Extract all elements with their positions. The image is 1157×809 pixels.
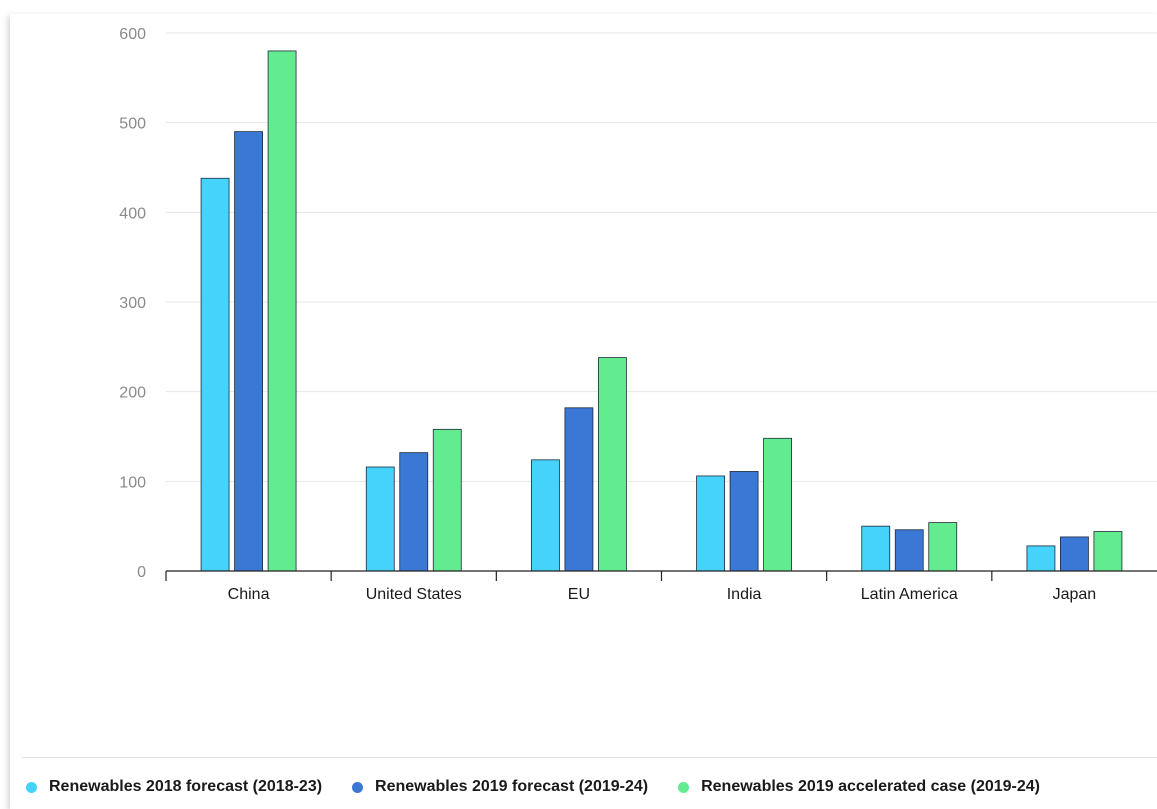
gridlines [166,32,1157,482]
x-tick-label: Latin America [861,586,958,603]
bar[interactable] [928,522,958,572]
legend-item-2018-forecast[interactable]: Renewables 2018 forecast (2018-23) [26,778,322,796]
y-tick-label: 400 [119,205,146,222]
x-tick-label: China [228,586,270,603]
bar[interactable] [894,529,924,572]
legend: Renewables 2018 forecast (2018-23) Renew… [26,778,1070,796]
x-tick-label: India [727,586,762,603]
legend-separator [22,757,1157,758]
x-axis: China United States EU India Latin America Ja… [165,570,1157,603]
legend-label-2018-forecast: Renewables 2018 forecast (2018-23) [49,778,323,795]
bar[interactable] [531,459,560,572]
bar[interactable] [763,437,792,572]
bar[interactable] [234,131,263,572]
legend-label-2019-forecast: Renewables 2019 forecast (2019-24) [375,778,649,795]
bar[interactable] [861,525,891,572]
bar[interactable] [696,475,725,572]
bar[interactable] [1060,536,1089,572]
bar[interactable] [432,428,462,572]
bar[interactable] [1093,531,1123,572]
y-tick-label: 300 [119,295,146,312]
bar[interactable] [1026,545,1056,572]
y-tick-label: 100 [119,474,146,491]
y-tick-label: 600 [119,26,146,43]
bar[interactable] [365,466,395,572]
y-tick-label: 500 [119,116,146,133]
legend-label-2019-accelerated: Renewables 2019 accelerated case (2019-2… [701,778,1040,795]
y-tick-label: 200 [119,385,146,402]
bar[interactable] [200,177,230,572]
bar[interactable] [267,50,297,572]
legend-marker-2019-forecast [352,781,364,793]
bar[interactable] [399,452,429,572]
bar[interactable] [598,357,627,572]
bars [200,50,1123,572]
x-tick-label: United States [366,586,462,603]
bar[interactable] [729,471,759,572]
legend-item-2019-accelerated[interactable]: Renewables 2019 accelerated case (2019-2… [678,778,1040,796]
x-tick-label: EU [568,586,590,603]
legend-marker-2018-forecast [26,781,37,793]
legend-marker-2019-accelerated [678,781,690,793]
y-tick-label: 0 [137,564,146,581]
x-tick-label: Japan [1053,586,1097,603]
bar[interactable] [564,407,594,572]
legend-item-2019-forecast[interactable]: Renewables 2019 forecast (2019-24) [352,778,648,796]
y-axis: 0 100 200 300 400 500 600 [119,26,146,581]
bar-chart: 0 100 200 300 400 500 600 China United States EU… [119,26,1157,603]
